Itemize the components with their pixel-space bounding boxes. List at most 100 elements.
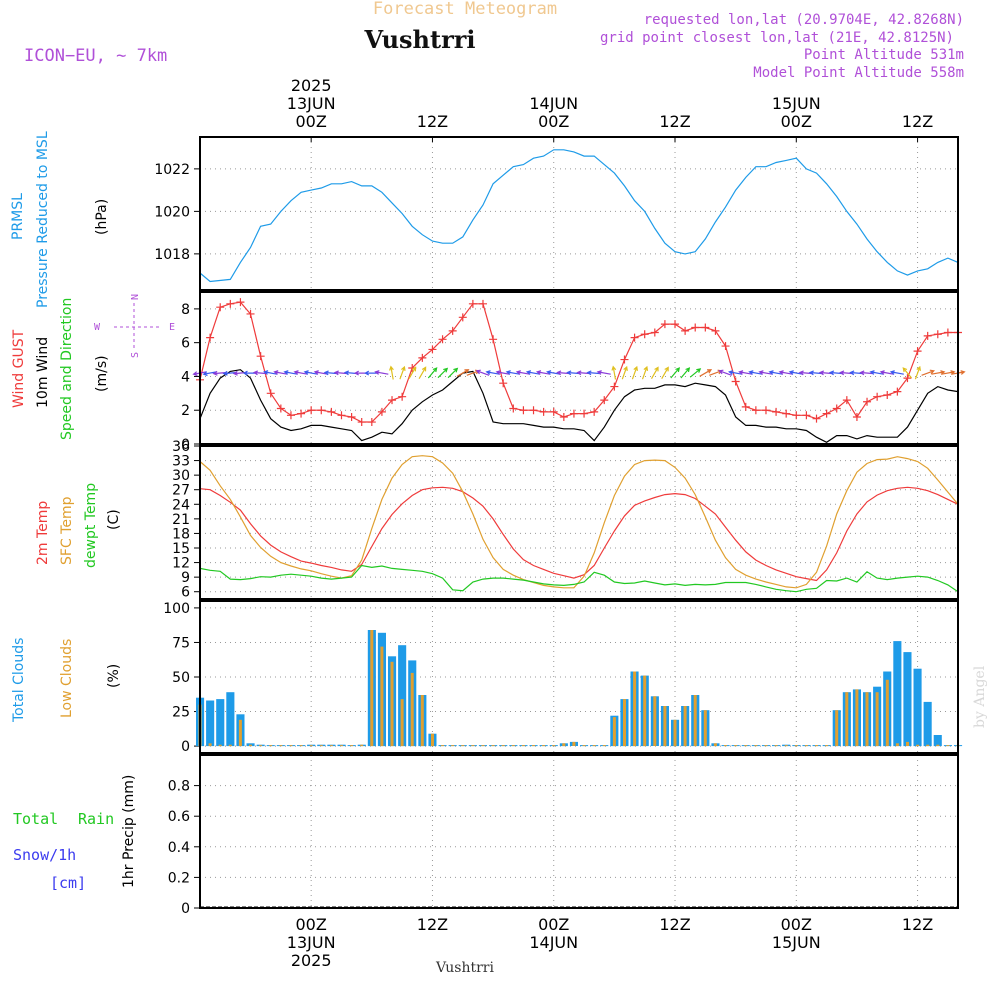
low-cloud-bar — [602, 745, 606, 747]
pressure-label-msl: Pressure Reduced to MSL — [35, 131, 51, 308]
low-cloud-bar — [521, 745, 525, 747]
wind-direction-arrow — [399, 365, 406, 380]
gust-marker — [246, 309, 255, 318]
wind-direction-arrow — [293, 370, 308, 375]
low-cloud-bar — [441, 745, 445, 747]
low-cloud-bar — [885, 679, 889, 747]
bottom-axis-label: 12Z — [417, 915, 448, 934]
compass-n: N — [130, 294, 141, 300]
gust-marker — [852, 412, 861, 421]
gust-marker — [317, 406, 326, 415]
gust-marker — [660, 320, 669, 329]
wind-direction-arrow — [202, 371, 217, 377]
gust-marker — [286, 411, 295, 420]
gust-marker — [640, 330, 649, 339]
y-tick-label: 15 — [172, 541, 190, 557]
wind-direction-arrow — [389, 365, 394, 380]
clouds-unit: (%) — [106, 664, 122, 688]
low-cloud-bar — [875, 692, 879, 747]
gust-marker — [489, 335, 498, 344]
gust-marker — [650, 328, 659, 337]
bottom-axis-label: 15JUN — [772, 933, 821, 952]
y-tick-label: 6 — [181, 585, 190, 601]
y-tick-label: 1020 — [154, 204, 190, 220]
low-cloud-bar — [431, 733, 434, 747]
low-cloud-bar — [562, 743, 566, 747]
wind-direction-arrow — [914, 365, 921, 380]
model-name: ICON−EU, ∼ 7km — [24, 46, 167, 66]
low-cloud-bar — [299, 745, 303, 747]
gust-marker — [610, 382, 619, 391]
gust-marker — [681, 326, 690, 335]
low-cloud-bar — [794, 745, 798, 747]
series-line-sfc-temp — [199, 455, 959, 589]
gust-marker — [367, 418, 376, 427]
gust-marker — [873, 392, 882, 401]
precip-label-total: Total — [13, 810, 58, 828]
gust-marker — [276, 404, 285, 413]
gust-marker — [559, 412, 568, 421]
wind-unit: (m/s) — [94, 355, 110, 392]
wind-direction-arrow — [495, 370, 510, 375]
y-tick-label: 36 — [172, 439, 190, 455]
wind-direction-arrow — [546, 370, 561, 375]
low-cloud-bar — [461, 745, 465, 747]
pressure-unit: (hPa) — [94, 199, 110, 235]
credit: by Angel — [972, 665, 988, 728]
wind-direction-arrow — [670, 367, 681, 379]
low-cloud-bar — [693, 695, 697, 747]
y-tick-label: 0 — [181, 901, 190, 917]
wind-direction-arrow — [921, 369, 935, 376]
wind-direction-arrow — [889, 370, 904, 375]
low-cloud-bar — [532, 745, 535, 747]
series-line-wind-gust — [199, 301, 958, 423]
low-cloud-bar — [511, 745, 515, 747]
gust-marker — [418, 353, 427, 362]
wind-direction-arrow — [758, 370, 773, 375]
low-cloud-bar — [926, 744, 930, 747]
gust-marker — [307, 406, 316, 415]
low-cloud-bar — [340, 745, 343, 747]
wind-direction-arrow — [408, 366, 417, 379]
low-cloud-bar — [865, 692, 869, 747]
wind-direction-arrow — [427, 367, 438, 379]
wind-direction-arrow — [902, 367, 913, 379]
low-cloud-bar — [825, 745, 829, 747]
low-cloud-bar — [623, 699, 626, 747]
wind-direction-arrow — [374, 370, 389, 375]
gust-marker — [842, 396, 851, 405]
low-cloud-bar — [249, 744, 252, 747]
wind-direction-arrow — [748, 370, 763, 375]
y-tick-label: 1018 — [154, 247, 190, 263]
bottom-axis-label: 12Z — [902, 915, 933, 934]
wind-direction-arrow — [859, 370, 874, 376]
footer-location: Vushtrri — [435, 960, 494, 976]
y-tick-label: 50 — [172, 670, 190, 686]
gust-marker — [711, 326, 720, 335]
wind-direction-arrow — [515, 370, 530, 375]
product-title: Forecast Meteogram — [373, 0, 557, 19]
wind-direction-arrow — [680, 367, 691, 379]
low-cloud-bar — [218, 744, 222, 747]
low-cloud-bar — [309, 745, 313, 747]
gust-marker — [236, 298, 245, 307]
gust-marker — [903, 374, 912, 383]
low-cloud-bar — [895, 743, 899, 747]
series-line-2m-temp — [199, 486, 959, 582]
panel-frame — [199, 600, 959, 754]
low-cloud-bar — [724, 745, 727, 747]
gust-marker — [933, 330, 942, 339]
panel-frame — [199, 291, 959, 445]
wind-direction-arrow — [525, 370, 541, 375]
low-cloud-bar — [542, 745, 546, 747]
low-cloud-bar — [815, 745, 818, 747]
compass-e: E — [169, 322, 175, 333]
wind-direction-arrow — [505, 370, 520, 375]
gust-marker — [883, 391, 892, 400]
series-line-dewpt-temp — [199, 564, 959, 593]
top-axis-label: 2025 — [291, 76, 332, 95]
low-cloud-bar — [451, 745, 455, 747]
gust-marker — [630, 333, 639, 342]
